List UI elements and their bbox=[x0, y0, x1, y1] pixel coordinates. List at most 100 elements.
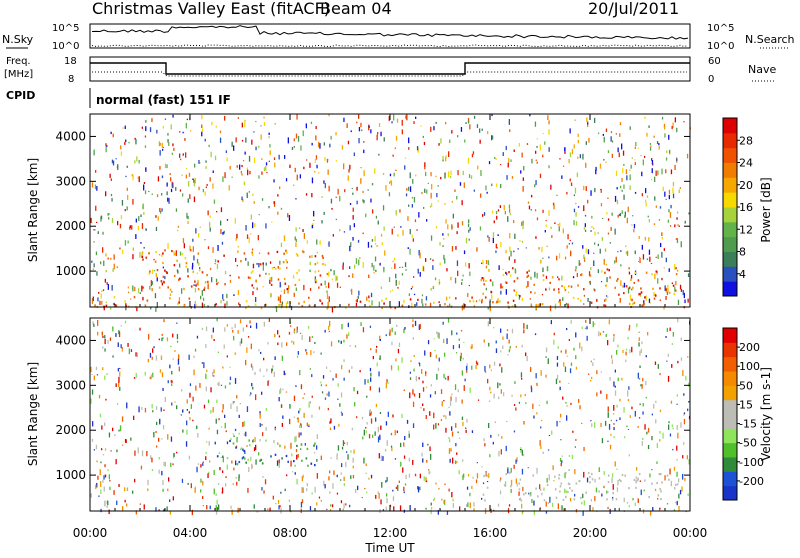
heatmap-cell bbox=[570, 250, 572, 257]
heatmap-cell bbox=[261, 171, 263, 175]
heatmap-cell bbox=[518, 143, 520, 147]
heatmap-cell bbox=[341, 463, 343, 468]
heatmap-cell bbox=[625, 351, 627, 356]
heatmap-cell bbox=[525, 492, 527, 495]
heatmap-cell bbox=[255, 146, 257, 151]
heatmap-cell bbox=[118, 381, 120, 387]
heatmap-cell bbox=[655, 256, 657, 258]
heatmap-cell bbox=[158, 254, 161, 256]
heatmap-cell bbox=[623, 292, 625, 295]
heatmap-cell bbox=[563, 508, 565, 512]
heatmap-cell bbox=[204, 191, 206, 196]
heatmap-cell bbox=[238, 474, 240, 479]
heatmap-cell bbox=[467, 117, 470, 123]
heatmap-cell bbox=[617, 278, 619, 281]
heatmap-cell bbox=[207, 305, 209, 308]
heatmap-cell bbox=[509, 346, 511, 349]
heatmap-cell bbox=[362, 190, 364, 194]
heatmap-cell bbox=[141, 251, 144, 254]
heatmap-cell bbox=[147, 358, 149, 363]
heatmap-cell bbox=[226, 441, 229, 445]
heatmap-cell bbox=[470, 175, 473, 180]
heatmap-cell bbox=[577, 156, 579, 159]
heatmap-cell bbox=[223, 344, 225, 349]
heatmap-cell bbox=[224, 271, 227, 275]
heatmap-cell bbox=[220, 229, 222, 234]
heatmap-cell bbox=[446, 268, 448, 272]
heatmap-cell bbox=[626, 425, 628, 427]
heatmap-cell bbox=[426, 219, 428, 222]
heatmap-cell bbox=[390, 365, 393, 370]
heatmap-cell bbox=[570, 362, 573, 366]
heatmap-cell bbox=[305, 457, 308, 460]
heatmap-cell bbox=[613, 381, 615, 387]
heatmap-cell bbox=[306, 483, 308, 487]
heatmap-cell bbox=[378, 153, 380, 156]
heatmap-cell bbox=[471, 430, 474, 433]
heatmap-cell bbox=[552, 276, 554, 279]
heatmap-cell bbox=[637, 425, 639, 428]
heatmap-cell bbox=[569, 497, 572, 502]
heatmap-cell bbox=[275, 306, 278, 313]
colorbar-swatch bbox=[723, 162, 737, 178]
heatmap-cell bbox=[676, 238, 679, 243]
heatmap-cell bbox=[501, 436, 503, 439]
heatmap-cell bbox=[499, 205, 501, 208]
heatmap-cell bbox=[253, 157, 256, 163]
heatmap-cell bbox=[503, 205, 505, 211]
heatmap-cell bbox=[573, 498, 576, 501]
heatmap-cell bbox=[651, 168, 653, 174]
heatmap-cell bbox=[143, 212, 145, 215]
heatmap-cell bbox=[617, 377, 619, 382]
heatmap-cell bbox=[594, 289, 596, 292]
heatmap-cell bbox=[568, 159, 570, 164]
heatmap-cell bbox=[456, 196, 458, 200]
heatmap-cell bbox=[210, 409, 212, 414]
heatmap-cell bbox=[570, 285, 573, 288]
heatmap-cell bbox=[622, 150, 625, 156]
heatmap-cell bbox=[277, 194, 279, 197]
heatmap-cell bbox=[174, 350, 176, 352]
heatmap-cell bbox=[302, 487, 304, 493]
heatmap-cell bbox=[670, 204, 672, 209]
heatmap-cell bbox=[492, 237, 494, 244]
heatmap-cell bbox=[484, 443, 486, 447]
heatmap-cell bbox=[427, 182, 429, 184]
heatmap-cell bbox=[135, 510, 137, 515]
heatmap-cell bbox=[567, 234, 569, 240]
heatmap-cell bbox=[349, 164, 351, 170]
heatmap-cell bbox=[437, 185, 439, 187]
heatmap-cell bbox=[501, 367, 503, 373]
heatmap-cell bbox=[293, 460, 295, 463]
heatmap-cell bbox=[570, 182, 573, 186]
heatmap-cell bbox=[119, 367, 121, 369]
heatmap-cell bbox=[313, 452, 316, 454]
heatmap-cell bbox=[621, 143, 623, 150]
heatmap-cell bbox=[233, 294, 235, 296]
heatmap-cell bbox=[676, 394, 678, 397]
heatmap-cell bbox=[153, 431, 155, 438]
heatmap-cell bbox=[542, 257, 544, 259]
heatmap-cell bbox=[106, 145, 108, 147]
heatmap-cell bbox=[592, 362, 594, 367]
heatmap-cell bbox=[522, 220, 524, 225]
heatmap-cell bbox=[419, 486, 421, 491]
heatmap-cell bbox=[110, 193, 113, 197]
heatmap-cell bbox=[161, 282, 163, 286]
heatmap-cell bbox=[209, 227, 211, 232]
heatmap-cell bbox=[649, 473, 651, 478]
heatmap-cell bbox=[258, 452, 260, 456]
heatmap-cell bbox=[109, 173, 111, 178]
heatmap-cell bbox=[473, 115, 476, 119]
heatmap-cell bbox=[188, 354, 190, 360]
heatmap-cell bbox=[313, 351, 315, 353]
heatmap-cell bbox=[277, 265, 279, 269]
colorbar-frame bbox=[722, 327, 738, 501]
heatmap-cell bbox=[248, 191, 250, 193]
heatmap-cell bbox=[478, 299, 481, 302]
heatmap-cell bbox=[263, 321, 265, 327]
heatmap-cell bbox=[290, 306, 293, 311]
heatmap-cell bbox=[638, 331, 640, 333]
heatmap-cell bbox=[427, 443, 429, 446]
heatmap-cell bbox=[265, 272, 267, 275]
